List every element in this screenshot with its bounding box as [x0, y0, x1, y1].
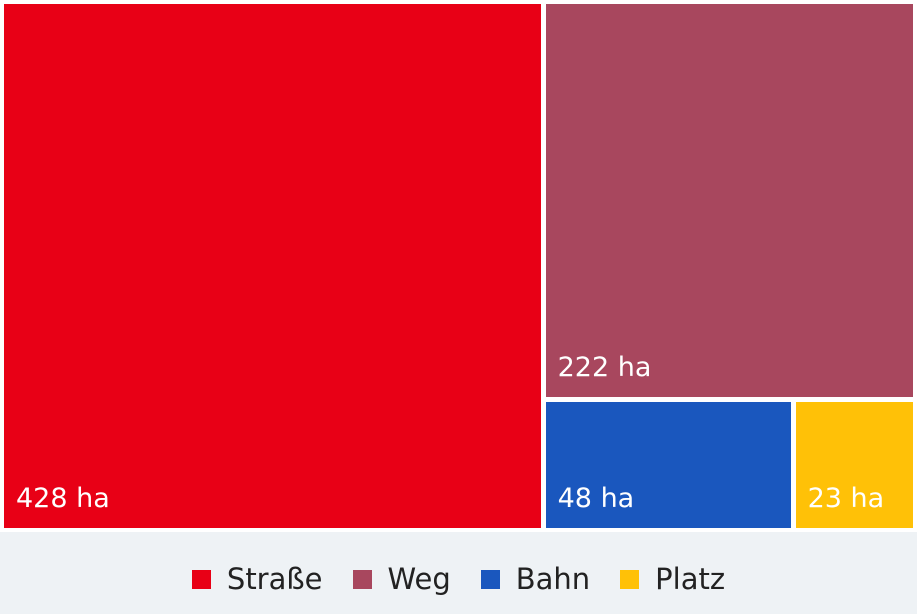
legend-label: Straße: [226, 562, 323, 596]
legend-swatch: [480, 569, 500, 589]
legend-swatch: [352, 569, 372, 589]
legend-label: Platz: [655, 562, 726, 596]
legend-item-straße[interactable]: Straße: [191, 562, 323, 596]
treemap-cell-label: 428 ha: [16, 483, 110, 514]
legend-swatch: [191, 569, 211, 589]
legend-item-bahn[interactable]: Bahn: [480, 562, 591, 596]
legend-item-platz[interactable]: Platz: [620, 562, 725, 596]
legend-label: Bahn: [515, 562, 591, 596]
legend-item-weg[interactable]: Weg: [352, 562, 451, 596]
treemap-cell-bahn[interactable]: 48 ha: [545, 402, 791, 528]
treemap-cell-straße[interactable]: 428 ha: [4, 4, 541, 528]
treemap-cell-label: 48 ha: [557, 482, 635, 514]
treemap-cell-label: 222 ha: [557, 352, 652, 384]
treemap: 428 ha 222 ha 48 ha 23 ha: [0, 0, 917, 532]
legend: Straße Weg Bahn Platz: [0, 532, 917, 614]
treemap-cell-weg[interactable]: 222 ha: [545, 4, 913, 398]
legend-label: Weg: [387, 562, 451, 596]
treemap-cell-platz[interactable]: 23 ha: [795, 402, 913, 528]
legend-swatch: [620, 569, 640, 589]
treemap-cell-label: 23 ha: [807, 482, 885, 514]
